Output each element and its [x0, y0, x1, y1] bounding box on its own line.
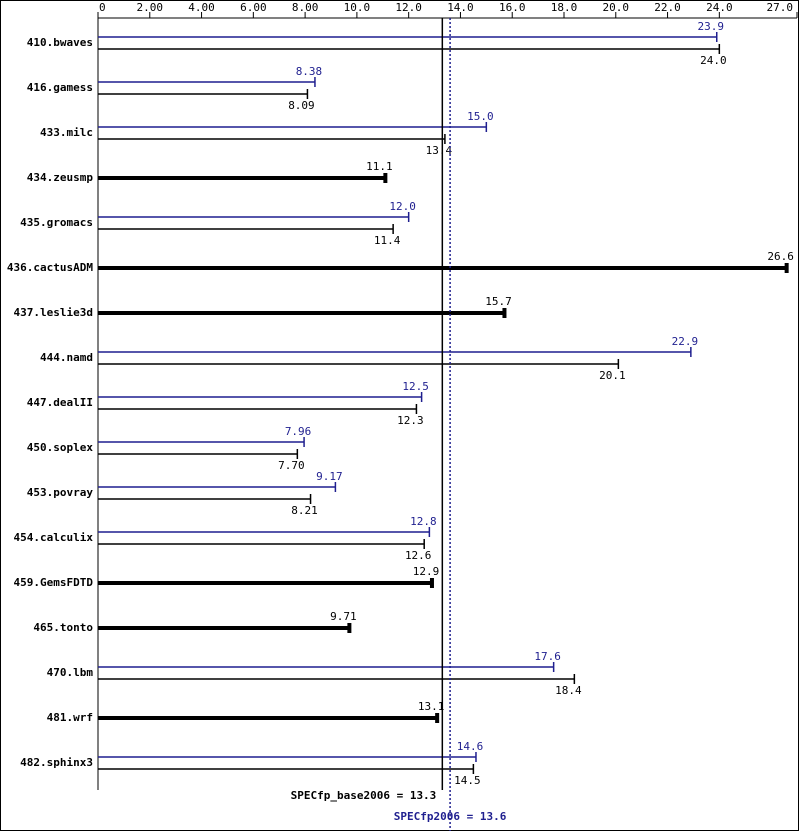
value-label: 20.1: [599, 369, 626, 382]
value-label: 24.0: [700, 54, 727, 67]
value-label: 13.4: [426, 144, 453, 157]
value-label: 14.5: [454, 774, 481, 787]
value-label: 9.17: [316, 470, 343, 483]
bar: [98, 404, 418, 414]
bar: [98, 764, 475, 774]
bar: [98, 77, 316, 87]
value-label: 7.96: [285, 425, 312, 438]
value-label: 18.4: [555, 684, 582, 697]
bar: [98, 224, 394, 234]
bar: [98, 359, 620, 369]
value-label: 12.8: [410, 515, 437, 528]
category-label: 447.dealII: [27, 396, 93, 409]
x-tick-label: 22.0: [654, 1, 681, 14]
bar: [98, 623, 352, 633]
value-label: 13.1: [418, 700, 445, 713]
reference-label: SPECfp2006 = 13.6: [394, 810, 507, 823]
value-label: 8.09: [288, 99, 315, 112]
category-label: 410.bwaves: [27, 36, 93, 49]
category-label: 435.gromacs: [20, 216, 93, 229]
x-tick-label: 27.0: [767, 1, 794, 14]
value-label: 9.71: [330, 610, 357, 623]
bar: [98, 527, 431, 537]
bar: [98, 539, 425, 549]
category-label: 416.gamess: [27, 81, 93, 94]
value-label: 8.21: [291, 504, 318, 517]
x-tick-label: 0: [99, 1, 106, 14]
x-tick-label: 24.0: [706, 1, 733, 14]
bar: [98, 482, 337, 492]
x-tick-label: 16.0: [499, 1, 526, 14]
bar: [98, 752, 477, 762]
value-label: 15.7: [485, 295, 512, 308]
value-label: 12.6: [405, 549, 432, 562]
x-tick-label: 20.0: [603, 1, 630, 14]
bar: [98, 437, 305, 447]
value-label: 12.5: [402, 380, 429, 393]
bar: [98, 122, 488, 132]
category-label: 433.milc: [40, 126, 93, 139]
value-label: 8.38: [296, 65, 323, 78]
bar: [98, 89, 309, 99]
category-label: 482.sphinx3: [20, 756, 93, 769]
category-label: 444.namd: [40, 351, 93, 364]
value-label: 15.0: [467, 110, 494, 123]
bar: [98, 308, 507, 318]
value-label: 12.3: [397, 414, 424, 427]
bar: [98, 674, 576, 684]
category-label: 434.zeusmp: [27, 171, 94, 184]
bar: [98, 44, 721, 54]
category-label: 470.lbm: [47, 666, 94, 679]
value-label: 7.70: [278, 459, 305, 472]
bar: [98, 449, 299, 459]
x-tick-label: 18.0: [551, 1, 578, 14]
bar: [98, 212, 410, 222]
category-label: 459.GemsFDTD: [14, 576, 94, 589]
bar: [98, 173, 388, 183]
category-label: 437.leslie3d: [14, 306, 93, 319]
bar: [98, 662, 555, 672]
value-label: 11.4: [374, 234, 401, 247]
x-tick-label: 2.00: [137, 1, 164, 14]
category-label: 465.tonto: [33, 621, 93, 634]
x-tick-label: 8.00: [292, 1, 319, 14]
bar: [98, 32, 718, 42]
value-label: 22.9: [672, 335, 699, 348]
value-label: 23.9: [697, 20, 724, 33]
reference-label: SPECfp_base2006 = 13.3: [291, 789, 437, 802]
category-label: 436.cactusADM: [7, 261, 93, 274]
x-tick-label: 14.0: [447, 1, 474, 14]
value-label: 12.0: [389, 200, 416, 213]
bar: [98, 347, 692, 357]
value-label: 17.6: [534, 650, 561, 663]
category-label: 454.calculix: [14, 531, 94, 544]
category-label: 450.soplex: [27, 441, 94, 454]
value-label: 14.6: [457, 740, 484, 753]
value-label: 11.1: [366, 160, 393, 173]
value-label: 26.6: [767, 250, 794, 263]
x-tick-label: 6.00: [240, 1, 267, 14]
x-tick-label: 4.00: [188, 1, 215, 14]
x-tick-label: 12.0: [395, 1, 422, 14]
bar: [98, 494, 312, 504]
value-label: 12.9: [413, 565, 440, 578]
bar: [98, 134, 446, 144]
bar: [98, 578, 434, 588]
x-tick-label: 10.0: [344, 1, 371, 14]
bar: [98, 392, 423, 402]
bar: [98, 713, 440, 723]
category-label: 453.povray: [27, 486, 94, 499]
category-label: 481.wrf: [47, 711, 93, 724]
